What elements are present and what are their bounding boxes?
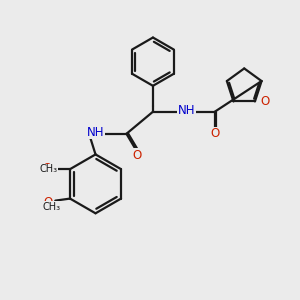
Text: O: O [260, 95, 269, 108]
Text: O: O [132, 148, 141, 161]
Text: NH: NH [87, 126, 104, 139]
Text: O: O [42, 162, 51, 175]
Text: NH: NH [178, 104, 196, 117]
Text: O: O [43, 196, 52, 208]
Text: CH₃: CH₃ [39, 164, 58, 174]
Text: CH₃: CH₃ [42, 202, 60, 212]
Text: O: O [210, 127, 219, 140]
